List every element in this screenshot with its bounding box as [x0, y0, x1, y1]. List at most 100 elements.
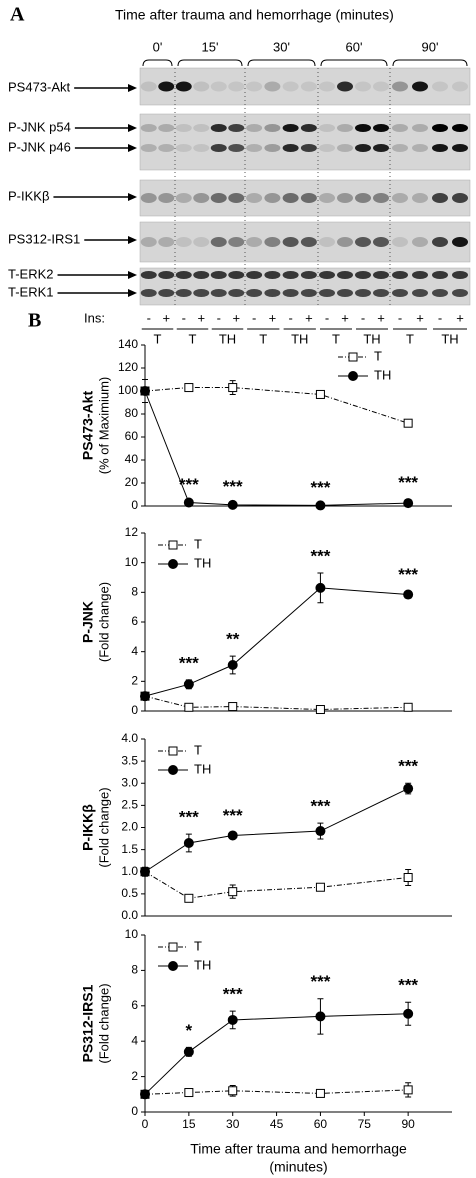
- marker: [183, 679, 194, 690]
- y-tick-label: 4.0: [121, 731, 138, 745]
- band: [140, 81, 157, 92]
- band: [282, 237, 299, 247]
- marker: [315, 882, 325, 892]
- bracket: [142, 59, 173, 67]
- band: [264, 193, 281, 203]
- marker: [403, 589, 414, 600]
- group-label: T: [406, 331, 414, 346]
- band: [158, 81, 175, 92]
- arrow-head: [128, 289, 137, 297]
- group-label: TH: [291, 331, 308, 346]
- ins-sign: -: [147, 310, 151, 325]
- significance: ***: [310, 478, 330, 497]
- band: [193, 237, 210, 247]
- band: [158, 237, 175, 247]
- x-tick-label: 15: [182, 1117, 196, 1131]
- band: [392, 124, 408, 132]
- marker: [183, 1046, 194, 1057]
- ins-sign: -: [252, 310, 256, 325]
- bracket: [392, 59, 468, 67]
- ins-sign: +: [377, 310, 385, 325]
- significance: ***: [223, 985, 243, 1004]
- band: [210, 144, 227, 152]
- marker: [184, 893, 194, 903]
- band: [282, 271, 299, 279]
- y-tick-label: 40: [125, 452, 139, 466]
- arrow-head: [128, 124, 137, 132]
- band: [412, 237, 428, 247]
- band: [228, 124, 245, 132]
- band: [246, 193, 263, 203]
- y-tick-label: 0.0: [121, 908, 138, 922]
- band: [210, 271, 227, 279]
- y-axis-label: PS312-IRS1: [80, 984, 96, 1062]
- band: [373, 289, 389, 297]
- band: [282, 144, 299, 152]
- time-label: 30': [273, 39, 290, 54]
- band: [246, 81, 263, 92]
- band: [355, 271, 371, 279]
- band: [432, 271, 448, 279]
- legend-label: T: [194, 536, 202, 551]
- group-label: T: [189, 331, 197, 346]
- band: [158, 289, 175, 297]
- marker: [228, 1086, 238, 1096]
- band: [432, 124, 448, 132]
- marker: [315, 582, 326, 593]
- ins-sign: -: [325, 310, 329, 325]
- band: [140, 237, 157, 247]
- band: [452, 81, 468, 92]
- band: [140, 124, 157, 132]
- band: [373, 124, 389, 132]
- blot-label: PS473-Akt: [8, 79, 71, 94]
- y-tick-label: 0: [131, 1104, 138, 1118]
- marker: [315, 826, 326, 837]
- band: [140, 289, 157, 297]
- band: [264, 271, 281, 279]
- band: [300, 144, 317, 152]
- series-line: [144, 387, 409, 424]
- marker: [315, 1011, 326, 1022]
- band: [175, 124, 192, 132]
- band: [452, 144, 468, 152]
- y-tick-label: 80: [125, 406, 139, 420]
- panel-label: B: [28, 310, 41, 332]
- ins-sign: +: [232, 310, 240, 325]
- group-label: TH: [363, 331, 380, 346]
- blot-label: P-IKKβ: [8, 188, 49, 203]
- marker: [228, 887, 238, 897]
- band: [300, 81, 317, 92]
- y-tick-label: 12: [125, 525, 139, 539]
- band: [193, 81, 210, 92]
- marker: [315, 389, 325, 399]
- band: [337, 124, 353, 132]
- y-tick-label: 10: [125, 555, 139, 569]
- band: [193, 124, 210, 132]
- y-tick-label: 120: [118, 360, 138, 374]
- band: [264, 144, 281, 152]
- band: [392, 81, 408, 92]
- marker: [140, 1089, 150, 1100]
- y-tick-label: 1.5: [121, 842, 138, 856]
- band: [373, 81, 389, 92]
- band: [193, 144, 210, 152]
- marker: [184, 383, 194, 393]
- legend-marker: [168, 559, 178, 569]
- band: [412, 289, 428, 297]
- band: [392, 237, 408, 247]
- significance: ***: [398, 565, 418, 584]
- band: [412, 193, 428, 203]
- band: [210, 237, 227, 247]
- band: [452, 289, 468, 297]
- marker: [184, 702, 194, 712]
- band: [246, 124, 263, 132]
- band: [319, 237, 335, 247]
- legend-label: TH: [194, 555, 211, 570]
- band: [355, 237, 371, 247]
- ins-sign: -: [217, 310, 221, 325]
- ins-sign: -: [438, 310, 442, 325]
- band: [373, 271, 389, 279]
- panel-title: Time after trauma and hemorrhage (minute…: [115, 7, 394, 23]
- y-axis-label: P-JNK: [80, 601, 96, 643]
- band: [319, 271, 335, 279]
